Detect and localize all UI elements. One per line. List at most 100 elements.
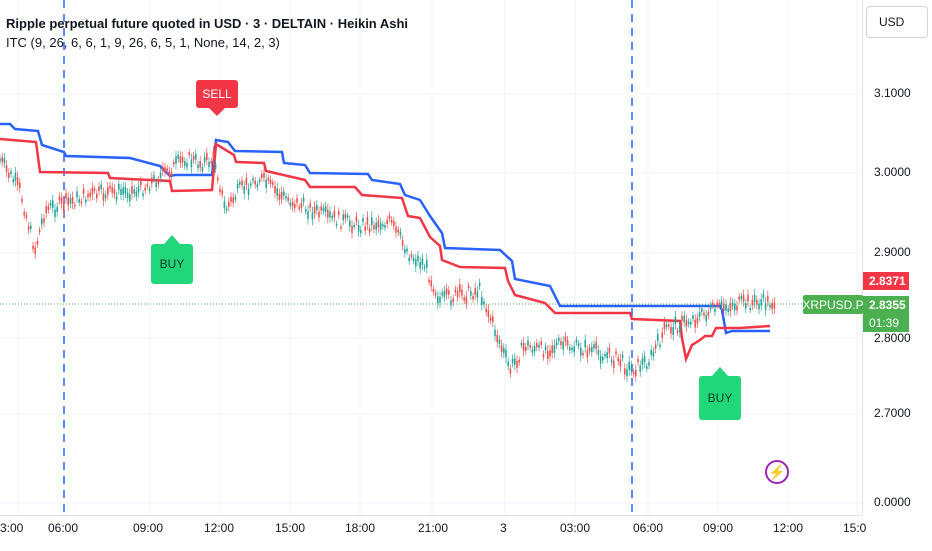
candle (280, 192, 283, 199)
candle (606, 352, 608, 359)
candle (346, 215, 349, 218)
candle (327, 209, 329, 218)
candle (701, 308, 703, 312)
candle (179, 156, 182, 163)
candle (41, 218, 43, 225)
candle (300, 202, 303, 209)
candle (390, 219, 393, 223)
currency-button[interactable]: USD (866, 6, 928, 38)
candle (364, 226, 366, 231)
candle (522, 343, 525, 351)
candle (197, 164, 199, 169)
indicator-legend[interactable]: ITC (9, 26, 6, 6, 1, 9, 26, 6, 5, 1, Non… (6, 35, 280, 50)
candle (67, 197, 69, 206)
candle (650, 350, 652, 356)
sell-signal[interactable]: SELL (196, 80, 238, 108)
candle (729, 303, 732, 311)
candle (756, 300, 758, 305)
candle (454, 289, 457, 293)
candle (153, 175, 155, 179)
candle (558, 338, 560, 342)
candle (87, 193, 89, 198)
candle (294, 203, 296, 209)
candle (564, 336, 567, 342)
candle (331, 215, 333, 219)
candle (177, 155, 179, 159)
time-label: 09:00 (703, 521, 734, 535)
candle (151, 177, 153, 184)
candle (107, 187, 109, 195)
candle (384, 225, 386, 228)
price-chart[interactable] (0, 0, 862, 515)
candle (254, 180, 256, 185)
candle (617, 357, 619, 362)
candle (582, 352, 584, 356)
candle (448, 290, 450, 295)
chart-area[interactable] (0, 0, 862, 515)
candle (489, 317, 492, 321)
candle (340, 226, 342, 229)
candle (313, 206, 316, 214)
candle (217, 177, 219, 181)
candle (639, 365, 641, 372)
candle (712, 302, 714, 306)
candle (439, 296, 441, 303)
candle (316, 204, 318, 211)
time-label: 21:00 (418, 521, 449, 535)
candle (450, 300, 452, 306)
candle (773, 302, 776, 309)
candle (144, 187, 146, 191)
candle (38, 229, 41, 233)
candle (698, 311, 701, 317)
candle (767, 295, 769, 302)
candle (184, 161, 186, 166)
candle (571, 347, 573, 351)
candle (353, 224, 355, 227)
candle (115, 195, 118, 201)
candle (1, 157, 3, 163)
candle (65, 193, 67, 199)
candle (98, 186, 100, 191)
candle (23, 211, 25, 216)
time-axis[interactable] (0, 515, 862, 551)
candle (100, 184, 102, 190)
candle (201, 167, 204, 171)
price-label: 3.1000 (874, 86, 911, 100)
candle (703, 312, 705, 316)
price-axis[interactable] (862, 0, 932, 515)
candle (467, 285, 470, 289)
candle (175, 156, 177, 164)
buy-signal[interactable]: BUY (151, 244, 193, 284)
candle (632, 372, 635, 375)
candle (401, 240, 404, 246)
candle (263, 172, 265, 178)
time-label: 3:00 (0, 521, 24, 535)
price-tag-green: 2.8355 (863, 296, 909, 314)
candle (679, 325, 681, 333)
candle (342, 214, 344, 221)
symbol-title[interactable]: Ripple perpetual future quoted in USD · … (6, 16, 409, 31)
candle (456, 291, 459, 297)
candle (646, 366, 648, 369)
candle (434, 292, 437, 296)
candle (351, 225, 353, 234)
candle (54, 209, 56, 217)
price-tag-red: 2.8371 (863, 272, 909, 290)
price-label: 3.0000 (874, 165, 911, 179)
lightning-icon[interactable]: ⚡ (765, 460, 789, 484)
buy-signal[interactable]: BUY (699, 376, 741, 420)
time-label: 3 (500, 521, 507, 535)
candle (186, 162, 188, 168)
candle (547, 351, 549, 359)
time-label: 06:00 (48, 521, 79, 535)
chart-legend: Ripple perpetual future quoted in USD · … (6, 14, 408, 52)
price-label: 2.9000 (874, 245, 911, 259)
candle (230, 196, 232, 202)
candle (243, 186, 245, 194)
time-label: 12:00 (773, 521, 804, 535)
candle (643, 356, 646, 363)
candle (274, 186, 276, 193)
candle (252, 178, 254, 181)
candle (225, 208, 228, 211)
candle (5, 165, 8, 172)
